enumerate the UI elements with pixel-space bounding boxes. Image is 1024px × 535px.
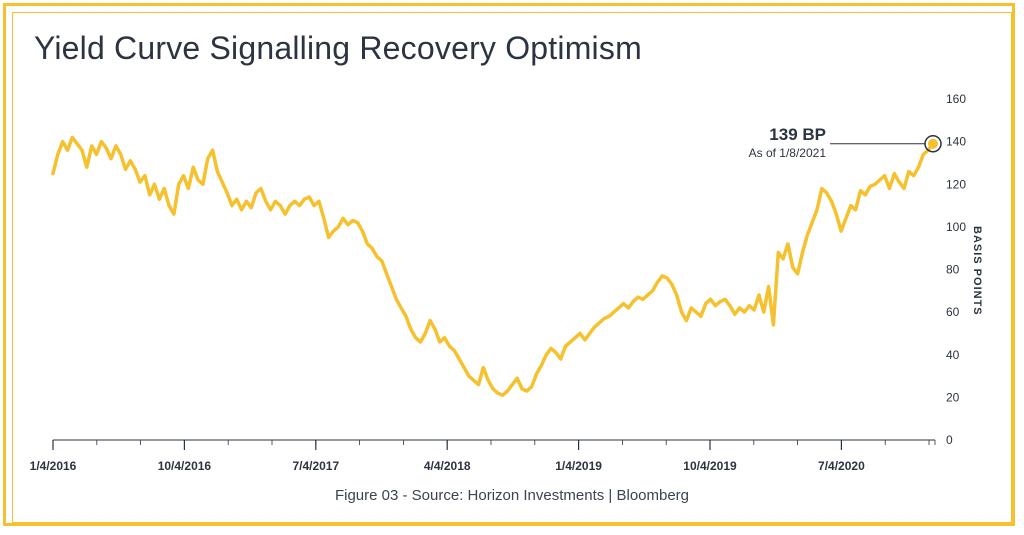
y-tick-label: 120 xyxy=(946,177,966,191)
x-tick-label: 1/4/2019 xyxy=(555,459,602,473)
y-tick-label: 20 xyxy=(946,390,960,404)
chart-title: Yield Curve Signalling Recovery Optimism xyxy=(34,30,642,66)
x-tick-label: 7/4/2020 xyxy=(818,459,865,473)
annotation-dot xyxy=(928,138,938,149)
y-tick-label: 140 xyxy=(946,135,966,149)
x-tick-label: 10/4/2019 xyxy=(683,459,737,473)
outer-frame xyxy=(3,3,1015,526)
y-tick-label: 40 xyxy=(946,348,960,362)
axes: 0 20 40 60 80 100 120 140 160 BASIS POINTS 1/4/201… xyxy=(30,92,983,473)
y-tick-label: 0 xyxy=(946,433,953,447)
y-tick-label: 80 xyxy=(946,263,960,277)
x-tick-label: 7/4/2017 xyxy=(292,459,339,473)
series-layer xyxy=(51,135,935,397)
annotation-ring xyxy=(924,135,942,153)
y-axis-title: BASIS POINTS xyxy=(971,226,983,316)
y-tick-label: 100 xyxy=(946,220,966,234)
x-tick-label: 1/4/2016 xyxy=(30,459,77,473)
x-tick-label: 4/4/2018 xyxy=(424,459,471,473)
annotation-value-label: 139 BP xyxy=(769,125,826,144)
inner-frame xyxy=(12,12,1012,523)
x-tick-label: 10/4/2016 xyxy=(158,459,212,473)
annotation-date-label: As of 1/8/2021 xyxy=(749,146,827,160)
y-tick-label: 160 xyxy=(946,92,966,106)
y-tick-label: 60 xyxy=(946,305,960,319)
figure-caption: Figure 03 - Source: Horizon Investments … xyxy=(334,487,690,504)
annotation-layer: 139 BP As of 1/8/2021 xyxy=(749,125,942,160)
series-line xyxy=(51,135,935,397)
